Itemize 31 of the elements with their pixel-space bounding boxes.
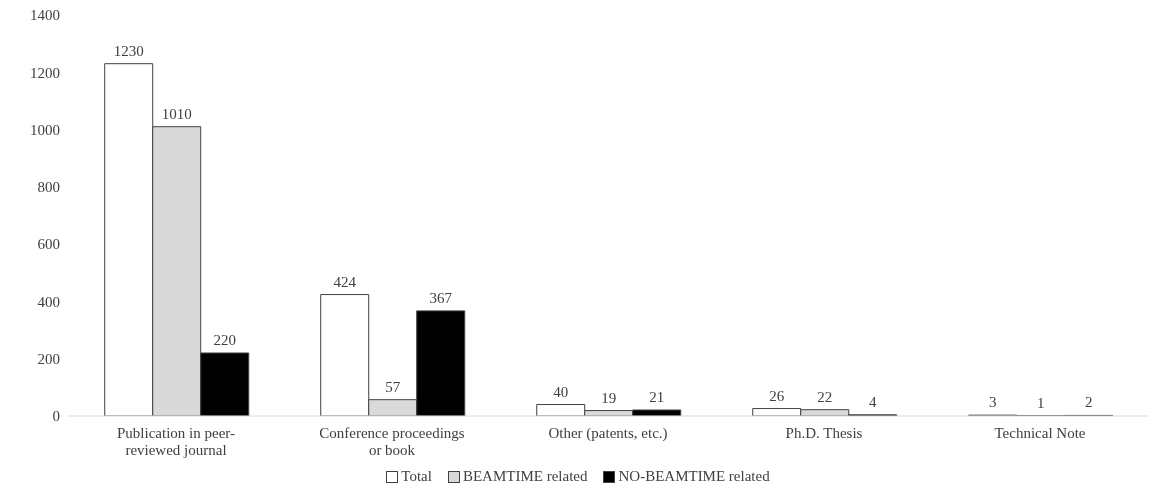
data-label: 40 xyxy=(553,383,569,400)
x-tick-label: Ph.D. Thesis xyxy=(785,425,863,441)
legend-label: Total xyxy=(401,468,432,485)
data-label: 367 xyxy=(429,289,453,306)
data-label: 26 xyxy=(769,387,785,404)
y-tick-label: 1000 xyxy=(30,121,60,138)
y-tick-label: 800 xyxy=(37,179,60,196)
data-label: 21 xyxy=(649,388,665,405)
data-label: 424 xyxy=(333,273,357,290)
y-tick-label: 1400 xyxy=(30,7,60,24)
data-label: 3 xyxy=(988,394,997,411)
legend-label: NO-BEAMTIME related xyxy=(618,468,770,485)
data-label: 2 xyxy=(1084,394,1093,411)
y-tick-label: 1200 xyxy=(30,64,60,81)
y-tick-label: 600 xyxy=(37,236,60,253)
y-tick-label: 400 xyxy=(37,293,60,310)
y-tick-label: 0 xyxy=(52,408,60,425)
x-tick-label: Conference proceedings or book xyxy=(319,425,465,458)
data-label: 1230 xyxy=(113,42,144,59)
data-label: 1 xyxy=(1036,394,1045,411)
data-label: 220 xyxy=(213,331,236,348)
data-label: 1010 xyxy=(161,105,192,122)
x-tick-label: Technical Note xyxy=(994,425,1086,441)
legend-label: BEAMTIME related xyxy=(462,468,588,485)
data-label: 57 xyxy=(385,378,401,395)
data-label: 19 xyxy=(601,389,617,406)
x-tick-label: Other (patents, etc.) xyxy=(548,425,668,442)
data-label: 4 xyxy=(868,393,877,410)
y-tick-label: 200 xyxy=(37,351,60,368)
data-label: 22 xyxy=(817,388,833,405)
x-tick-label: Publication in peer-reviewed journal xyxy=(116,425,236,458)
